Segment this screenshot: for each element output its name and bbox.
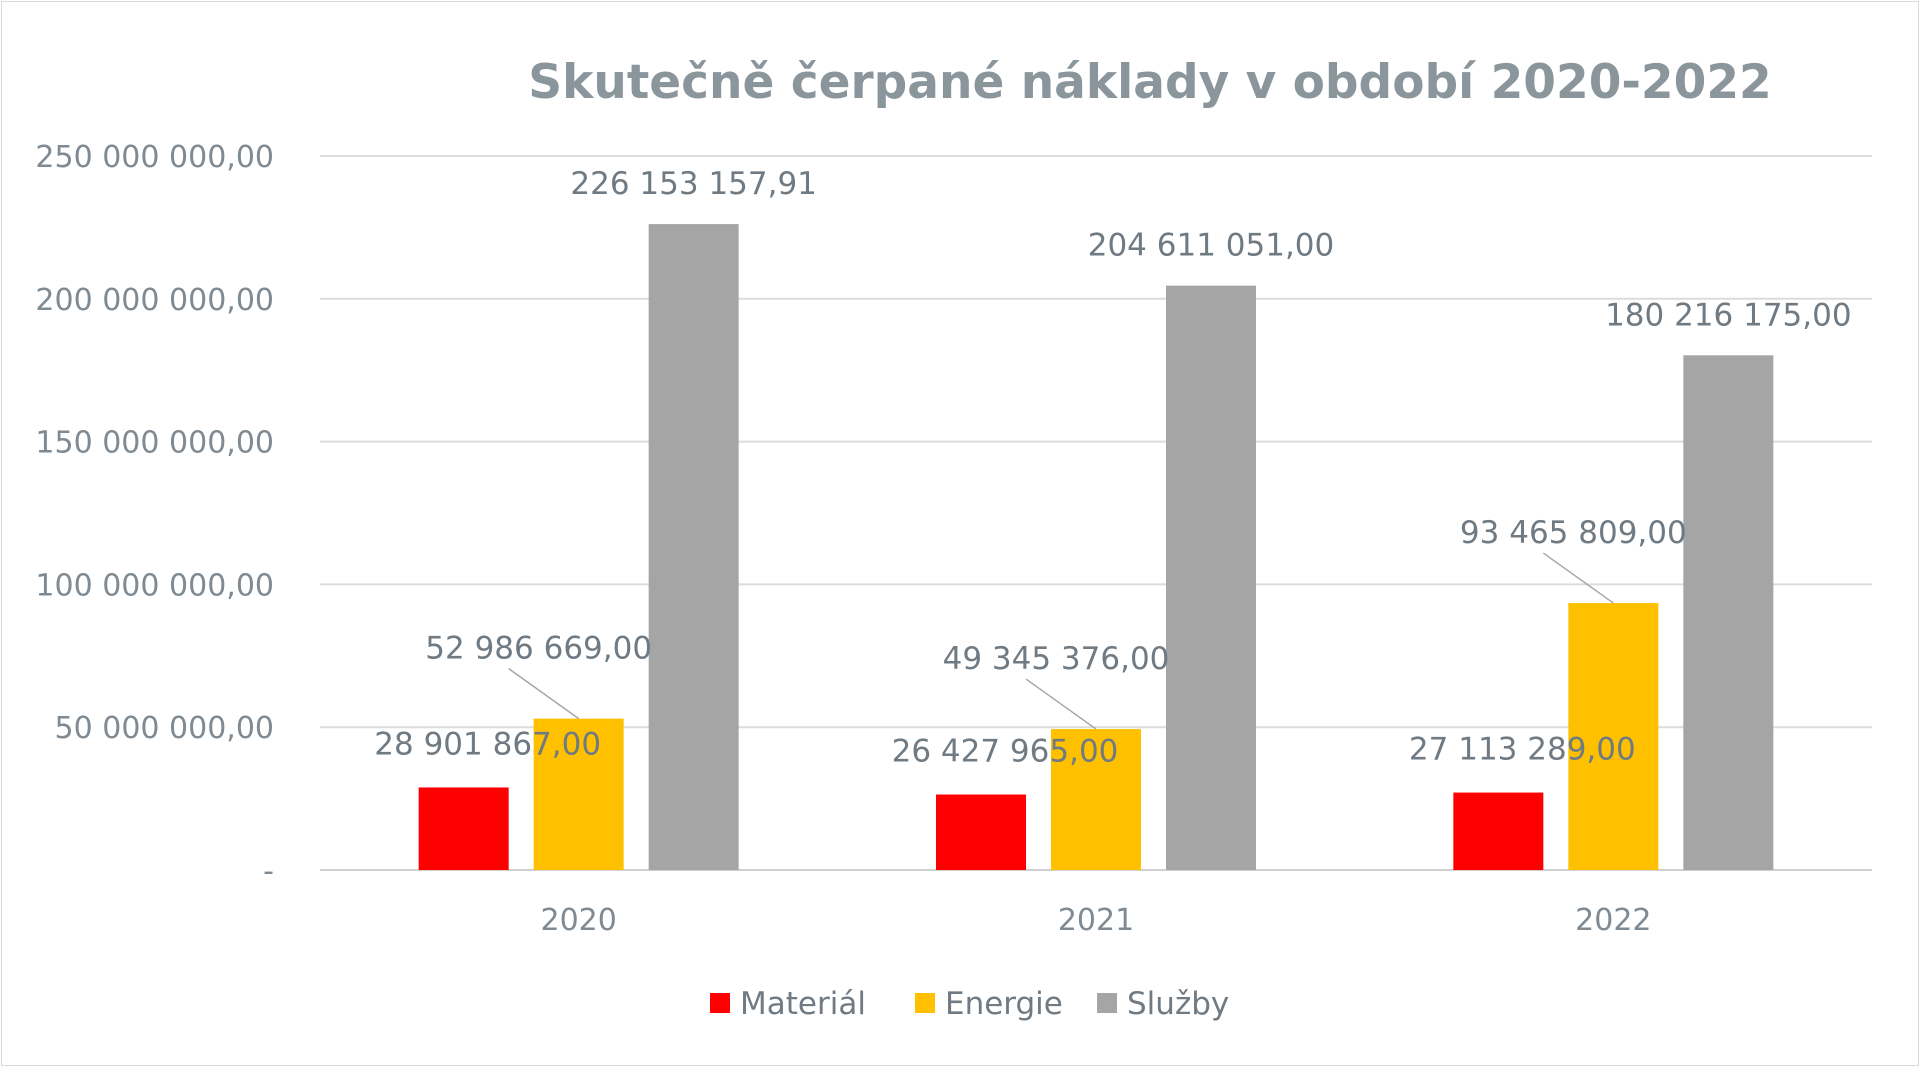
y-tick-label: 150 000 000,00: [35, 426, 274, 461]
bars: [418, 224, 1774, 871]
bar-služby-2021: [1166, 285, 1256, 870]
bar-materiál-2020: [418, 787, 509, 870]
y-axis-ticks: - 50 000 000,00 100 000 000,00 150 000 000,…: [35, 140, 274, 889]
legend-item-materiál[interactable]: Materiál: [710, 986, 866, 1022]
x-category-label: 2021: [1058, 903, 1134, 938]
data-label: 204 611 051,00: [1088, 228, 1335, 264]
data-label: 27 113 289,00: [1409, 732, 1636, 768]
legend-label: Služby: [1127, 986, 1229, 1022]
data-label: 52 986 669,00: [425, 631, 652, 667]
legend-swatch: [710, 993, 730, 1013]
x-category-label: 2020: [540, 903, 616, 938]
chart-title: Skutečně čerpané náklady v období 2020-2…: [528, 55, 1771, 110]
data-labels: 28 901 867,00 52 986 669,00 226 153 157,91…: [374, 166, 1851, 769]
data-label-leader: [1025, 678, 1097, 730]
legend-item-energie[interactable]: Energie: [915, 986, 1063, 1022]
data-label: 26 427 965,00: [892, 734, 1119, 770]
y-tick-label: 250 000 000,00: [35, 140, 274, 175]
legend-label: Energie: [945, 986, 1063, 1022]
legend-item-služby[interactable]: Služby: [1097, 986, 1229, 1022]
data-label: 180 216 175,00: [1605, 297, 1852, 333]
data-label: 49 345 376,00: [943, 641, 1170, 677]
data-label: 28 901 867,00: [374, 726, 601, 762]
data-label: 93 465 809,00: [1460, 515, 1687, 551]
bar-materiál-2021: [936, 794, 1026, 870]
y-tick-label: 200 000 000,00: [35, 283, 274, 318]
bar-služby-2020: [648, 224, 739, 871]
data-label-leader: [508, 668, 580, 720]
bar-energie-2022: [1568, 603, 1659, 870]
data-label-leader: [1542, 552, 1614, 604]
legend-label: Materiál: [740, 986, 866, 1022]
x-category-label: 2022: [1575, 903, 1651, 938]
x-axis-categories: 2020 2021 2022: [540, 903, 1651, 938]
y-tick-label: -: [263, 854, 274, 889]
legend-swatch: [1097, 993, 1117, 1013]
bar-energie-2021: [1051, 729, 1141, 870]
y-tick-label: 50 000 000,00: [55, 711, 274, 746]
legend[interactable]: Materiál Energie Služby: [710, 986, 1229, 1022]
bar-služby-2022: [1683, 355, 1774, 870]
bar-materiál-2022: [1453, 792, 1544, 870]
bar-energie-2020: [533, 718, 624, 870]
data-label: 226 153 157,91: [570, 166, 817, 202]
legend-swatch: [915, 993, 935, 1013]
y-tick-label: 100 000 000,00: [35, 568, 274, 603]
